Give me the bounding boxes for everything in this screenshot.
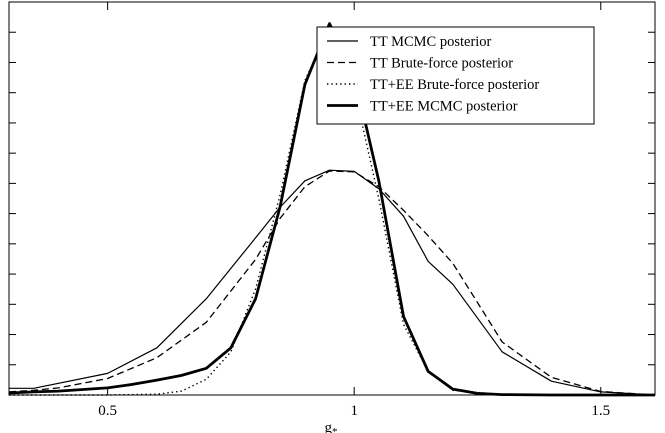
plot-area-frame xyxy=(8,1,656,396)
x-tick-label: 0.5 xyxy=(98,403,117,419)
legend-label-2: TT Brute-force posterior xyxy=(370,56,513,72)
legend: TT MCMC posterior TT Brute-force posterio… xyxy=(316,26,595,125)
series-line-1 xyxy=(9,169,656,396)
legend-label-4: TT+EE MCMC posterior xyxy=(370,99,518,115)
x-tick-label: 1 xyxy=(350,403,358,419)
series-line-4 xyxy=(8,22,655,397)
legend-box xyxy=(316,26,595,125)
series-lines xyxy=(8,22,656,397)
legend-label-3: TT+EE Brute-force posterior xyxy=(370,77,539,93)
x-axis-title-main: g xyxy=(325,420,333,433)
x-axis-title: g* xyxy=(325,420,338,433)
legend-items: TT MCMC posterior TT Brute-force posterio… xyxy=(327,34,539,115)
legend-label-1: TT MCMC posterior xyxy=(370,34,492,50)
series-line-2 xyxy=(8,170,656,396)
x-tick-label: 1.5 xyxy=(591,403,610,419)
x-tick-labels: 0.5 1 1.5 xyxy=(98,403,610,419)
x-axis-title-subscript: * xyxy=(332,426,338,433)
axis-ticks xyxy=(9,2,655,395)
